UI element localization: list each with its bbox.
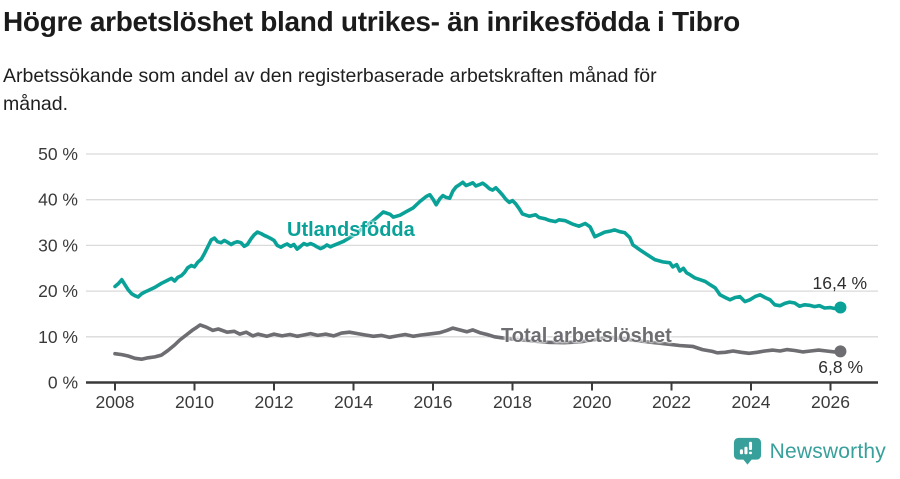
x-tick-label: 2008 [96, 392, 135, 412]
x-tick-label: 2022 [652, 392, 691, 412]
total-arbetsloshet-line [113, 323, 843, 362]
total-arbetsloshet-end-dot [834, 345, 847, 358]
page-subtitle: Arbetssökande som andel av den registerb… [3, 62, 843, 118]
utlandsfodda-line [113, 180, 843, 311]
utlandsfodda-end-dot [834, 301, 847, 314]
x-tick-label: 2018 [493, 392, 532, 412]
x-tick-label: 2010 [175, 392, 214, 412]
x-tick-label: 2016 [414, 392, 453, 412]
subtitle-line-2: månad. [3, 93, 69, 115]
page-title: Högre arbetslöshet bland utrikes- än inr… [3, 6, 740, 37]
x-tick-label: 2020 [573, 392, 612, 412]
y-tick-label: 20 % [38, 281, 78, 301]
x-tick-label: 2024 [732, 392, 771, 412]
y-tick-label: 40 % [38, 190, 78, 210]
y-tick-label: 0 % [48, 373, 78, 393]
x-tick-label: 2026 [811, 392, 850, 412]
end-value-label-utlandsfodda: 16,4 % [812, 273, 867, 293]
x-tick-label: 2012 [255, 392, 294, 412]
x-tick-label: 2014 [334, 392, 373, 412]
end-value-label-total: 6,8 % [818, 357, 863, 377]
y-tick-label: 50 % [38, 144, 78, 164]
y-tick-label: 10 % [38, 327, 78, 347]
y-tick-label: 30 % [38, 235, 78, 255]
subtitle-line-1: Arbetssökande som andel av den registerb… [3, 65, 657, 87]
series-label-utlandsfodda: Utlandsfödda [287, 219, 415, 241]
series-label-total-arbetsloshet: Total arbetslöshet [501, 325, 672, 347]
newsworthy-logo: Newsworthy [733, 437, 886, 466]
newsworthy-bubble-chart-icon [733, 437, 761, 465]
newsworthy-logo-text: Newsworthy [769, 439, 886, 463]
